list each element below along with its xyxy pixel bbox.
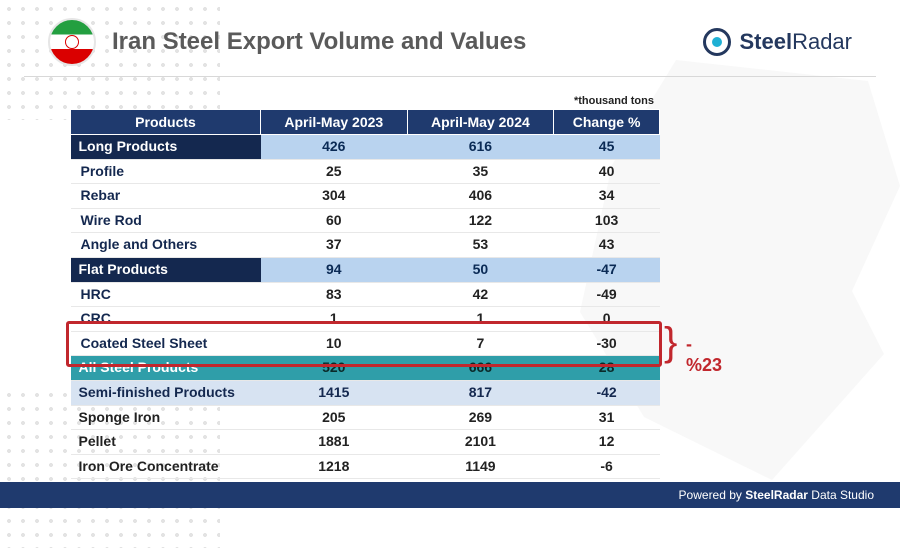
row-value: 616 — [407, 135, 554, 160]
row-label: CRC — [71, 307, 261, 332]
header: Iran Steel Export Volume and Values Stee… — [24, 0, 876, 77]
table-row: Long Products42661645 — [71, 135, 660, 160]
row-value: -42 — [554, 380, 660, 405]
table-row: Angle and Others375343 — [71, 233, 660, 258]
row-value: 50 — [407, 257, 554, 282]
row-label: All Steel Products — [71, 356, 261, 381]
row-value: 1415 — [261, 380, 408, 405]
footer: Powered by SteelRadar Data Studio — [0, 482, 900, 508]
row-value: 28 — [554, 356, 660, 381]
row-value: -49 — [554, 282, 660, 307]
row-value: 304 — [261, 184, 408, 209]
row-label: Iron Ore Concentrate — [71, 454, 261, 479]
row-value: 1149 — [407, 454, 554, 479]
col-header: Change % — [554, 110, 660, 135]
row-value: -47 — [554, 257, 660, 282]
row-value: -30 — [554, 331, 660, 356]
table-row: All Steel Products52066628 — [71, 356, 660, 381]
brand-logo: SteelRadar — [703, 28, 852, 56]
row-label: HRC — [71, 282, 261, 307]
row-value: 7 — [407, 331, 554, 356]
row-label: Wire Rod — [71, 208, 261, 233]
row-value: 12 — [554, 430, 660, 455]
row-label: Profile — [71, 159, 261, 184]
table-row: CRC110 — [71, 307, 660, 332]
row-label: Coated Steel Sheet — [71, 331, 261, 356]
row-label: Sponge Iron — [71, 405, 261, 430]
footer-brand: SteelRadar — [745, 488, 808, 502]
table-head: ProductsApril-May 2023April-May 2024Chan… — [71, 110, 660, 135]
table-container: *thousand tons ProductsApril-May 2023Apr… — [70, 95, 660, 479]
row-value: 2101 — [407, 430, 554, 455]
row-value: 0 — [554, 307, 660, 332]
row-value: 53 — [407, 233, 554, 258]
row-value: 34 — [554, 184, 660, 209]
row-label: Long Products — [71, 135, 261, 160]
row-value: 1881 — [261, 430, 408, 455]
row-value: 10 — [261, 331, 408, 356]
row-value: 31 — [554, 405, 660, 430]
row-value: 25 — [261, 159, 408, 184]
row-value: 1 — [407, 307, 554, 332]
table-row: Sponge Iron20526931 — [71, 405, 660, 430]
row-value: 426 — [261, 135, 408, 160]
row-value: 520 — [261, 356, 408, 381]
row-value: 40 — [554, 159, 660, 184]
row-value: 1218 — [261, 454, 408, 479]
export-table: ProductsApril-May 2023April-May 2024Chan… — [70, 109, 660, 479]
table-row: Wire Rod60122103 — [71, 208, 660, 233]
footer-suffix: Data Studio — [808, 488, 874, 502]
iran-flag-icon — [48, 18, 96, 66]
table-row: HRC8342-49 — [71, 282, 660, 307]
radar-icon — [703, 28, 731, 56]
row-value: 60 — [261, 208, 408, 233]
table-body: Long Products42661645Profile253540Rebar3… — [71, 135, 660, 479]
row-value: 37 — [261, 233, 408, 258]
row-value: 205 — [261, 405, 408, 430]
brand-light: Radar — [792, 29, 852, 54]
col-header: Products — [71, 110, 261, 135]
row-value: 103 — [554, 208, 660, 233]
brand-text: SteelRadar — [739, 29, 852, 55]
table-row: Rebar30440634 — [71, 184, 660, 209]
table-row: Profile253540 — [71, 159, 660, 184]
col-header: April-May 2023 — [261, 110, 408, 135]
row-label: Pellet — [71, 430, 261, 455]
row-value: 122 — [407, 208, 554, 233]
row-value: 817 — [407, 380, 554, 405]
table-row: Flat Products9450-47 — [71, 257, 660, 282]
highlight-brace-icon: } — [664, 320, 677, 364]
row-label: Angle and Others — [71, 233, 261, 258]
row-value: 269 — [407, 405, 554, 430]
row-value: 666 — [407, 356, 554, 381]
brand-bold: Steel — [739, 29, 792, 54]
row-value: 406 — [407, 184, 554, 209]
table-footnote: *thousand tons — [70, 95, 660, 107]
row-label: Semi-finished Products — [71, 380, 261, 405]
row-value: -6 — [554, 454, 660, 479]
row-value: 45 — [554, 135, 660, 160]
col-header: April-May 2024 — [407, 110, 554, 135]
row-value: 42 — [407, 282, 554, 307]
row-value: 94 — [261, 257, 408, 282]
row-value: 83 — [261, 282, 408, 307]
table-row: Iron Ore Concentrate12181149-6 — [71, 454, 660, 479]
table-row: Pellet1881210112 — [71, 430, 660, 455]
page-title: Iran Steel Export Volume and Values — [112, 28, 703, 56]
row-value: 35 — [407, 159, 554, 184]
footer-prefix: Powered by — [679, 488, 746, 502]
row-value: 1 — [261, 307, 408, 332]
row-label: Rebar — [71, 184, 261, 209]
row-label: Flat Products — [71, 257, 261, 282]
table-row: Coated Steel Sheet107-30 — [71, 331, 660, 356]
highlight-label: -%23 — [686, 334, 722, 376]
table-row: Semi-finished Products1415817-42 — [71, 380, 660, 405]
row-value: 43 — [554, 233, 660, 258]
